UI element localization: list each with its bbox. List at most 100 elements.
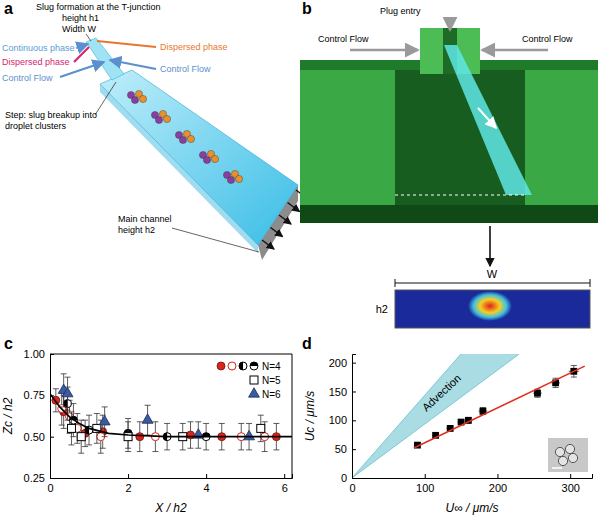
section-line: [395, 195, 525, 196]
marker-shape: [77, 433, 85, 441]
error-bar: [86, 415, 92, 445]
width-bracket-end: [590, 279, 591, 287]
label: Width W: [62, 24, 97, 34]
plot-area: [50, 374, 292, 453]
error-bar-cap: [125, 421, 131, 422]
error-bar-cap: [78, 420, 84, 421]
plug-profile: [468, 291, 512, 321]
marker-shape: [250, 362, 258, 366]
error-bar-cap: [258, 415, 264, 416]
error-bar-cap: [180, 449, 186, 450]
error-bar: [125, 422, 131, 452]
control-flow-arrow-left: [350, 49, 418, 52]
error-bar-cap: [571, 365, 577, 366]
diagram-a: Slug formation at the T-junctionheight h…: [2, 2, 308, 260]
tick-label: 2: [126, 482, 132, 494]
point: [136, 433, 144, 441]
tick-label: 4: [204, 482, 210, 494]
outflow-arrow: [279, 215, 291, 224]
fit-line: [414, 366, 585, 448]
error-bar-cap: [164, 449, 170, 450]
tick-mark: [497, 474, 498, 478]
marker-shape: [136, 433, 144, 441]
y-tick: 200: [329, 357, 356, 369]
tick-mark: [352, 449, 356, 450]
error-bar-cap: [68, 444, 74, 445]
y-axis-line: [353, 355, 357, 479]
error-bar-cap: [188, 448, 194, 449]
tick-mark: [352, 478, 356, 479]
x-tick: 300: [562, 474, 580, 494]
error-bar-cap: [59, 425, 65, 426]
error-bar-cap: [98, 453, 104, 454]
error-bar-cap: [61, 406, 67, 407]
flow-arrow: [478, 108, 496, 128]
section-arrow: [489, 226, 491, 266]
error-bar-cap: [86, 415, 92, 416]
tick-label: 0: [47, 482, 53, 494]
point: [244, 430, 255, 439]
tick-mark: [50, 395, 54, 396]
legend-marker: [249, 388, 260, 397]
label: Control Flow: [160, 64, 211, 74]
marker-shape: [250, 376, 258, 384]
y-axis: 0.250.500.751.00: [24, 348, 54, 484]
droplet-image: [565, 444, 574, 453]
x-axis: 0246: [47, 474, 292, 494]
droplet-image: [568, 453, 577, 462]
chart: 0100200300050100150200U∞ / μm/sUc / μm/s…: [303, 288, 593, 515]
point: [142, 414, 153, 423]
point: [67, 424, 75, 432]
tick-label: 0.75: [24, 389, 45, 401]
marker-shape: [62, 387, 73, 396]
error-bar-cap: [203, 449, 209, 450]
marker-shape: [239, 362, 247, 370]
marker-shape: [239, 362, 243, 370]
label: Continuous phase: [2, 43, 75, 53]
droplet: [187, 135, 194, 142]
error-bar-cap: [94, 413, 100, 414]
legend-marker: [250, 376, 258, 384]
tick-label: 0: [341, 472, 347, 484]
tick-mark: [352, 363, 356, 364]
main-channel: [100, 70, 298, 245]
y-tick: 0.25: [24, 472, 54, 484]
droplet: [235, 175, 242, 182]
marker-shape: [99, 416, 110, 425]
frame-top: [50, 354, 292, 355]
legend-marker: [217, 362, 225, 370]
x-axis-title: U∞ / μm/s: [445, 501, 498, 515]
marker-shape: [534, 390, 541, 397]
chart: 02460.250.500.751.00X / h2Zc / h2N=4N=5N…: [1, 348, 293, 515]
tick-mark: [284, 474, 285, 478]
outflow-arrow: [288, 203, 300, 212]
error-bar-cap: [273, 423, 279, 424]
error-bar-cap: [152, 451, 158, 452]
point: [257, 424, 265, 432]
label: droplet clusters: [5, 121, 67, 131]
label: Control Flow: [318, 34, 369, 44]
error-bar-cap: [78, 453, 84, 454]
legend-label: N=6: [262, 389, 281, 400]
point: [77, 433, 85, 441]
leader-line: [95, 82, 116, 115]
marker-shape: [64, 400, 68, 408]
error-bar-cap: [145, 405, 151, 406]
error-bar-cap: [137, 451, 143, 452]
outflow-arrow: [262, 240, 274, 249]
tick-label: 0: [349, 482, 355, 494]
marker-shape: [124, 433, 132, 441]
band-label: Advection: [420, 372, 463, 414]
error-bar-cap: [152, 421, 158, 422]
error-bar-cap: [262, 451, 268, 452]
chip-wall-left: [300, 70, 395, 205]
droplet: [163, 115, 170, 122]
tick-mark: [570, 474, 571, 478]
error-bar-cap: [273, 449, 279, 450]
droplet-image: [558, 456, 567, 465]
error-bar-cap: [195, 448, 201, 449]
panel-label: b: [302, 0, 312, 17]
x-axis-line: [51, 474, 293, 479]
label: height h2: [118, 225, 155, 235]
x-tick: 4: [204, 474, 210, 494]
